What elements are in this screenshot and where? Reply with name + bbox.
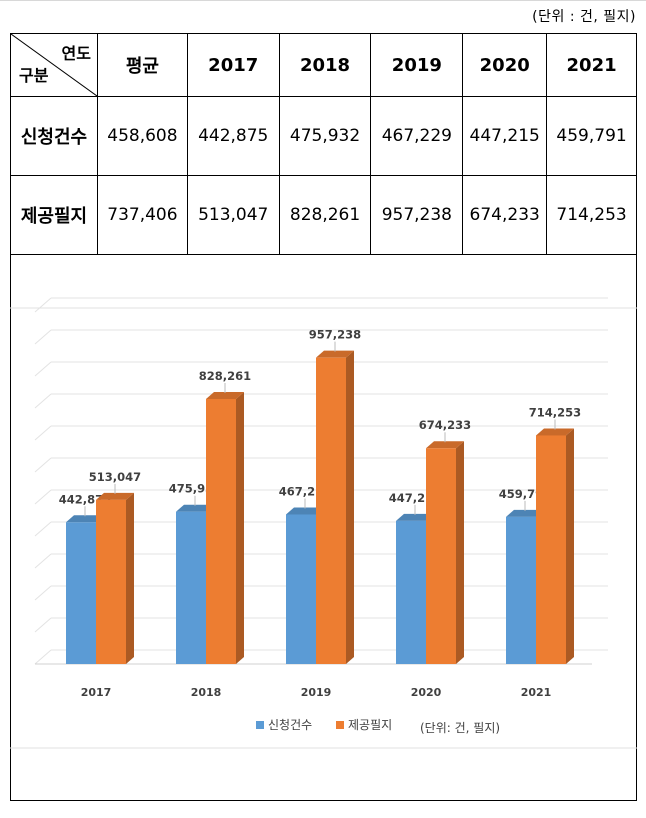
data-label: 513,047 bbox=[89, 470, 141, 484]
table-row: 제공필지 737,406 513,047 828,261 957,238 674… bbox=[10, 175, 637, 255]
bar-top-applications bbox=[176, 504, 214, 512]
gridline bbox=[34, 489, 52, 505]
table-cell: 513,047 bbox=[186, 175, 280, 255]
x-tick-label: 2020 bbox=[411, 686, 442, 699]
data-label: 957,238 bbox=[309, 328, 361, 342]
bar-top-applications bbox=[286, 507, 324, 515]
table-cell: 459,791 bbox=[546, 96, 637, 176]
column-header: 평균 bbox=[97, 33, 188, 97]
bar-top-applications bbox=[506, 509, 544, 517]
bar-applications bbox=[506, 516, 536, 664]
bar-parcels bbox=[536, 435, 566, 664]
top-rule bbox=[0, 0, 646, 1]
corner-header-cell: 연도 구분 bbox=[10, 33, 98, 97]
bar-applications bbox=[396, 520, 426, 664]
x-tick-label: 2021 bbox=[521, 686, 552, 699]
bar-top-parcels bbox=[536, 428, 574, 436]
bar-top-parcels bbox=[316, 350, 354, 358]
data-label: 674,233 bbox=[419, 418, 471, 432]
legend-swatch bbox=[336, 721, 344, 729]
bar-parcels bbox=[206, 398, 236, 664]
column-header: 2021 bbox=[546, 33, 637, 97]
bar-top-parcels bbox=[206, 391, 244, 399]
gridline bbox=[34, 393, 52, 409]
x-tick-label: 2018 bbox=[191, 686, 222, 699]
gridline bbox=[34, 585, 52, 601]
column-header: 2017 bbox=[186, 33, 280, 97]
gridline bbox=[34, 329, 52, 345]
table-cell: 674,233 bbox=[462, 175, 548, 255]
bar-side-parcels bbox=[236, 391, 244, 664]
unit-note: (단위 : 건, 필지) bbox=[532, 9, 636, 25]
table-cell: 458,608 bbox=[97, 96, 188, 176]
gridline bbox=[34, 649, 52, 665]
table-cell: 447,215 bbox=[462, 96, 548, 176]
bar-side-parcels bbox=[566, 428, 574, 664]
column-header: 2020 bbox=[462, 33, 548, 97]
gridline bbox=[34, 361, 52, 377]
gridline bbox=[34, 553, 52, 569]
table-cell: 475,932 bbox=[278, 96, 372, 176]
bar-parcels bbox=[316, 357, 346, 664]
data-label: 828,261 bbox=[199, 369, 251, 383]
legend-swatch bbox=[256, 721, 264, 729]
table-cell: 737,406 bbox=[97, 175, 188, 255]
table-cell: 957,238 bbox=[370, 175, 464, 255]
bar-side-parcels bbox=[126, 492, 134, 664]
gridline bbox=[34, 297, 52, 313]
bar-applications bbox=[66, 522, 96, 664]
corner-category-label: 구분 bbox=[19, 66, 49, 85]
table-row: 신청건수 458,608 442,875 475,932 467,229 447… bbox=[10, 96, 637, 176]
column-header: 2018 bbox=[278, 33, 372, 97]
legend-label: 신청건수 bbox=[268, 718, 312, 732]
chart-area: 442,875 513,047 2017 475,932 828,261 2018 467,… bbox=[10, 255, 637, 800]
table-cell: 828,261 bbox=[278, 175, 372, 255]
bar-chart: 442,875513,0472017475,932828,2612018467,… bbox=[10, 297, 637, 749]
table-cell: 442,875 bbox=[186, 96, 280, 176]
row-label: 제공필지 bbox=[10, 175, 98, 255]
legend-label: 제공필지 bbox=[348, 718, 392, 732]
gridline bbox=[34, 425, 52, 441]
bar-top-parcels bbox=[96, 492, 134, 500]
diagonal-divider bbox=[11, 34, 97, 96]
bar-top-applications bbox=[396, 513, 434, 521]
table-cell: 467,229 bbox=[370, 96, 464, 176]
bar-applications bbox=[176, 511, 206, 664]
bar-side-parcels bbox=[456, 441, 464, 664]
bar-top-applications bbox=[66, 515, 104, 523]
bar-parcels bbox=[96, 499, 126, 664]
gridline bbox=[34, 617, 52, 633]
stats-table: 연도 구분 평균 2017 2018 2019 2020 2021 신청건수 4… bbox=[10, 33, 637, 255]
gridline bbox=[34, 521, 52, 537]
table-cell: 714,253 bbox=[546, 175, 637, 255]
x-tick-label: 2019 bbox=[301, 686, 332, 699]
bar-side-parcels bbox=[346, 350, 354, 664]
column-header: 2019 bbox=[370, 33, 464, 97]
bar-applications bbox=[286, 514, 316, 664]
row-label: 신청건수 bbox=[10, 96, 98, 176]
bar-parcels bbox=[426, 448, 456, 664]
bar-top-parcels bbox=[426, 441, 464, 449]
gridline bbox=[34, 457, 52, 473]
x-tick-label: 2017 bbox=[81, 686, 112, 699]
corner-year-label: 연도 bbox=[61, 44, 91, 63]
legend-unit-note: (단위: 건, 필지) bbox=[420, 721, 500, 735]
data-label: 714,253 bbox=[529, 405, 581, 419]
table-header-row: 연도 구분 평균 2017 2018 2019 2020 2021 bbox=[10, 33, 637, 97]
